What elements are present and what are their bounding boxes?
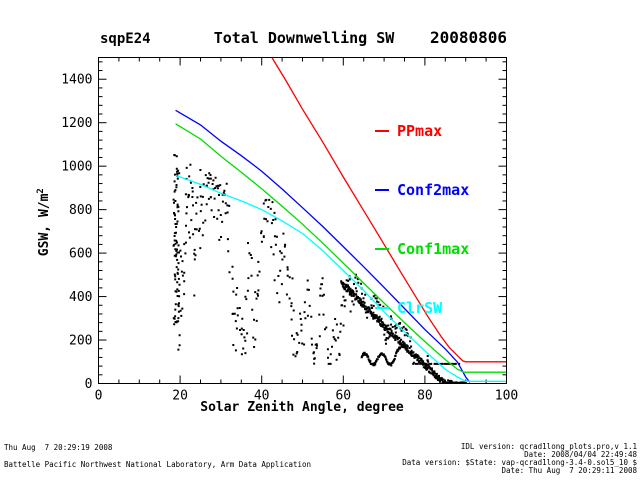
x-tick-label: 100 bbox=[495, 389, 518, 404]
site-label: sqpE24 bbox=[100, 31, 151, 47]
footer-data-date: Date: Thu Aug 7 20:29:11 2008 bbox=[501, 466, 637, 475]
y-tick-label: 800 bbox=[69, 203, 92, 218]
y-tick-label: 1000 bbox=[61, 160, 92, 175]
y-tick-label: 1200 bbox=[61, 116, 92, 131]
footer-idl-version: IDL version: qcrad1long_plots.pro,v 1.1 bbox=[460, 442, 637, 451]
legend-line-sample bbox=[375, 306, 389, 309]
legend-label: ClrSW bbox=[397, 298, 443, 317]
series-line-conf2max bbox=[175, 109, 471, 383]
legend: PPmax Conf2max Conf1max ClrSW bbox=[375, 82, 469, 356]
y-tick-label: 200 bbox=[69, 334, 92, 349]
date-label: 20080806 bbox=[430, 28, 508, 47]
footer-idl-date: Date: 2008/04/04 22:49:48 bbox=[524, 450, 637, 459]
scatter-gsw-measurements bbox=[172, 154, 467, 384]
x-tick-label: 40 bbox=[254, 389, 270, 404]
legend-label: Conf2max bbox=[397, 180, 470, 199]
y-tick-label: 0 bbox=[85, 377, 93, 392]
x-tick-label: 0 bbox=[95, 389, 103, 404]
legend-line-sample bbox=[375, 188, 389, 191]
legend-item-clrsw: ClrSW bbox=[375, 297, 469, 318]
legend-item-ppmax: PPmax bbox=[375, 120, 469, 141]
legend-item-conf2max: Conf2max bbox=[375, 179, 469, 200]
series-line-clrsw bbox=[175, 174, 507, 382]
chart-title: Total Downwelling SW bbox=[213, 29, 395, 47]
series-line-conf1max bbox=[175, 123, 507, 373]
x-axis-title: Solar Zenith Angle, degree bbox=[200, 400, 404, 415]
legend-label: Conf1max bbox=[397, 239, 470, 258]
legend-item-conf1max: Conf1max bbox=[375, 238, 469, 259]
series-line-ppmax bbox=[271, 57, 507, 363]
y-tick-label: 1400 bbox=[61, 73, 92, 88]
plot-frame bbox=[98, 57, 507, 384]
legend-line-sample bbox=[375, 247, 389, 250]
legend-line-sample bbox=[375, 129, 389, 132]
x-tick-label: 60 bbox=[335, 389, 351, 404]
footer-created-timestamp: Thu Aug 7 20:29:19 2008 bbox=[4, 443, 113, 452]
legend-label: PPmax bbox=[397, 121, 443, 140]
x-tick-label: 20 bbox=[172, 389, 188, 404]
y-tick-label: 600 bbox=[69, 247, 92, 262]
footer-organization: Battelle Pacific Northwest National Labo… bbox=[4, 460, 312, 469]
x-tick-label: 80 bbox=[417, 389, 433, 404]
y-tick-label: 400 bbox=[69, 290, 92, 305]
footer-data-version: Data version: $State: vap-qcrad1long-3.4… bbox=[402, 458, 637, 467]
